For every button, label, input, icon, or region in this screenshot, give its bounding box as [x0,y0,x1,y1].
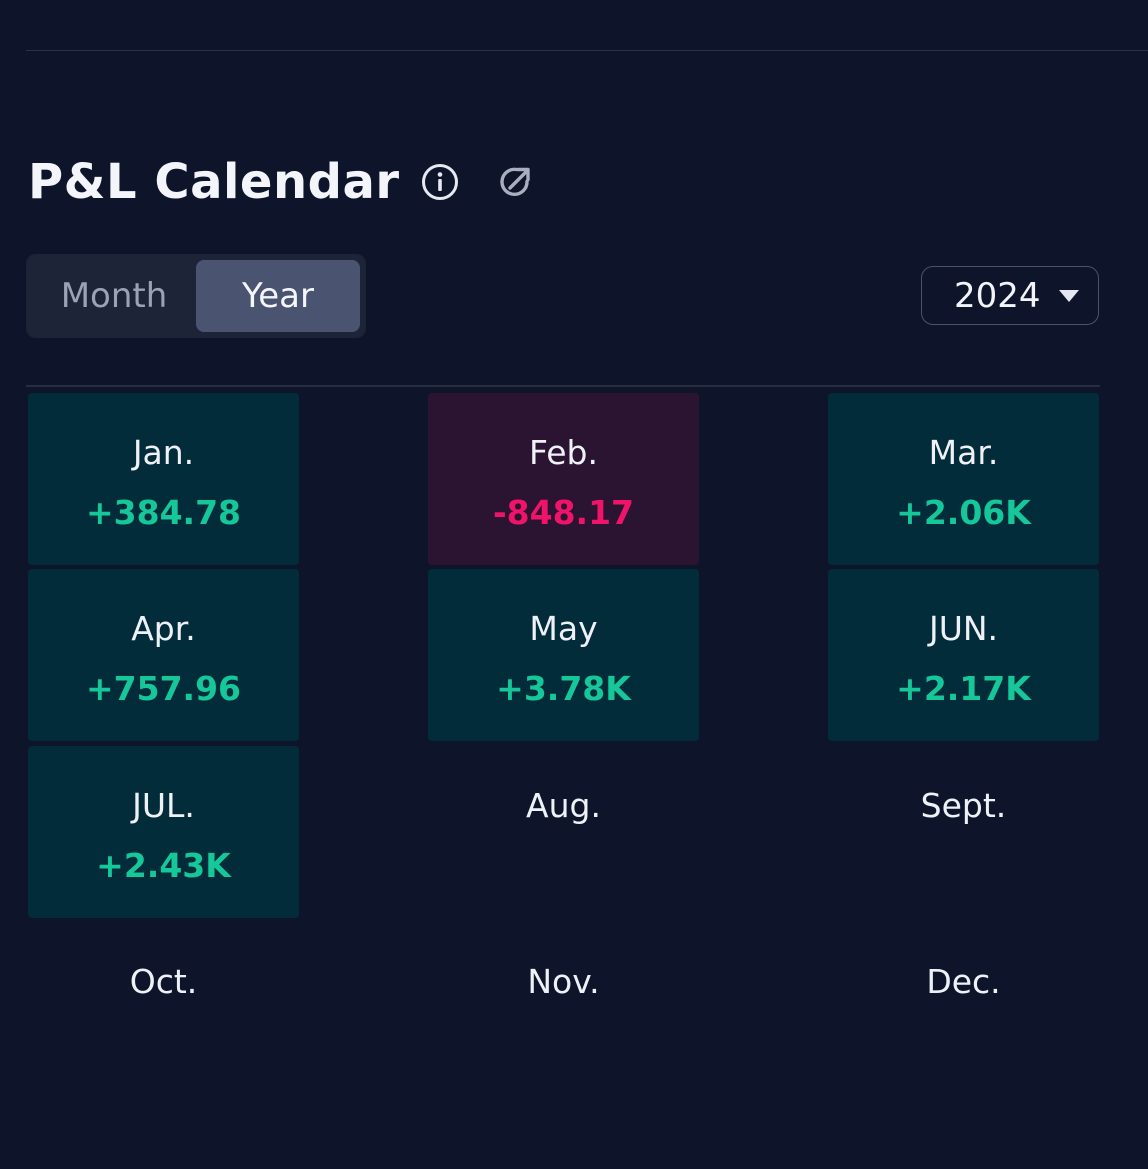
share-button[interactable] [494,160,538,204]
month-label: Sept. [920,786,1007,825]
chevron-down-icon [1059,290,1079,302]
info-icon [421,164,458,200]
info-button[interactable] [418,160,462,204]
month-pnl-value: -848.17 [492,493,635,532]
month-label: Aug. [526,786,601,825]
month-cell-oct[interactable]: Oct. [28,922,299,1094]
month-cell-nov[interactable]: Nov. [428,922,699,1094]
toggle-month[interactable]: Month [60,276,168,316]
month-cell-aug[interactable]: Aug. [428,746,699,918]
toggle-year[interactable]: Year [196,260,360,332]
month-pnl-value: +2.17K [896,669,1031,708]
month-cell-may[interactable]: May +3.78K [428,569,699,741]
month-cell-jun[interactable]: JUN. +2.17K [828,569,1099,741]
page-header: P&L Calendar [28,150,538,214]
month-cell-jan[interactable]: Jan. +384.78 [28,393,299,565]
month-label: Nov. [527,962,600,1001]
month-pnl-value: +384.78 [86,493,241,532]
calendar-divider [26,385,1100,387]
month-label: Oct. [129,962,198,1001]
month-label: JUN. [928,609,999,648]
month-cell-dec[interactable]: Dec. [828,922,1099,1094]
page-title: P&L Calendar [28,154,400,210]
month-label: May [529,609,598,648]
month-label: Feb. [529,433,598,472]
year-select[interactable]: 2024 [921,266,1099,325]
month-cell-feb[interactable]: Feb. -848.17 [428,393,699,565]
period-toggle: Month Year [26,254,366,338]
top-divider [26,50,1148,51]
share-icon [499,167,530,197]
month-pnl-value: +2.06K [896,493,1031,532]
month-label: Jan. [132,433,195,472]
month-pnl-value: +757.96 [86,669,241,708]
month-pnl-value: +3.78K [496,669,631,708]
month-label: JUL. [132,786,195,825]
month-cell-jul[interactable]: JUL. +2.43K [28,746,299,918]
month-label: Dec. [926,962,1001,1001]
month-label: Mar. [928,433,999,472]
month-pnl-value: +2.43K [96,846,231,885]
year-select-value: 2024 [954,275,1041,316]
month-cell-apr[interactable]: Apr. +757.96 [28,569,299,741]
month-cell-sept[interactable]: Sept. [828,746,1099,918]
month-cell-mar[interactable]: Mar. +2.06K [828,393,1099,565]
month-label: Apr. [131,609,196,648]
